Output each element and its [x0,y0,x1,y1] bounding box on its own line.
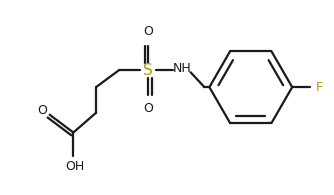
Text: O: O [143,102,153,115]
Text: O: O [143,25,153,38]
Text: OH: OH [66,160,85,174]
Text: O: O [37,104,47,117]
Text: F: F [316,81,323,94]
Text: NH: NH [172,62,191,75]
Text: S: S [143,63,153,78]
